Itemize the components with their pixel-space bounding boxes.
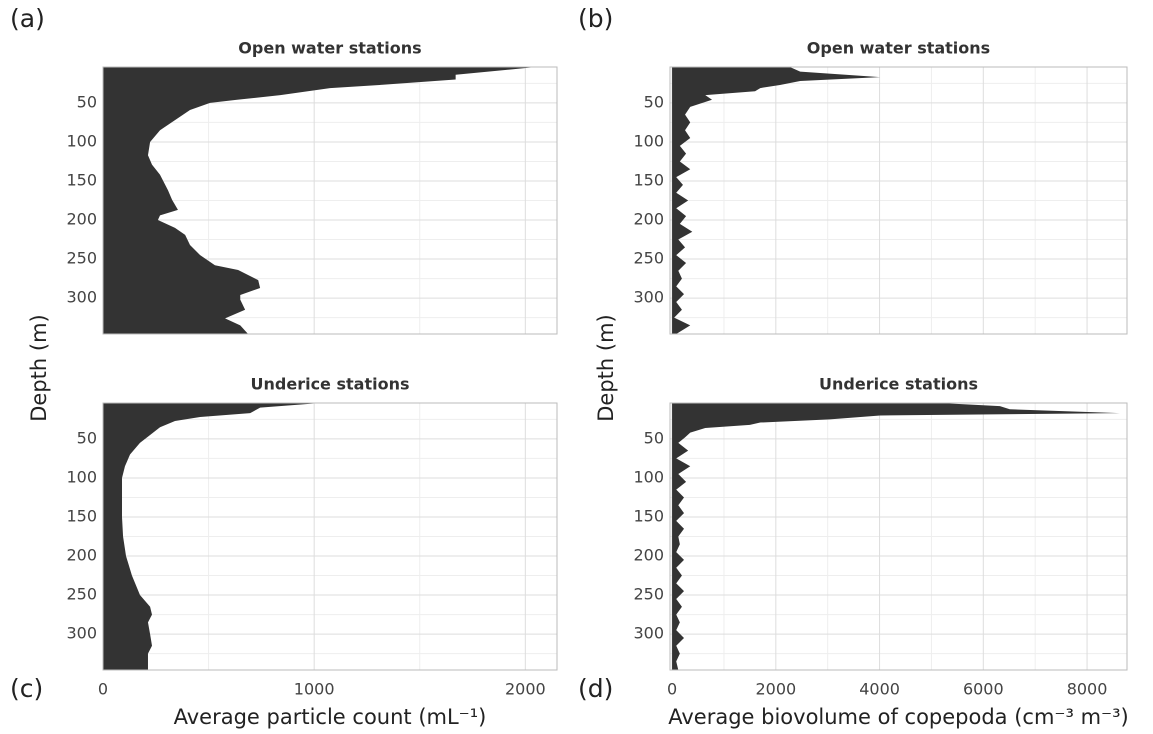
x-tick-label: 6000 [963, 680, 1004, 699]
y-tick-label: 100 [66, 467, 97, 486]
y-tick-label: 100 [66, 131, 97, 150]
y-axis-label: Depth (m) [594, 314, 618, 421]
y-tick-label: 150 [633, 506, 664, 525]
panel-label: (b) [578, 4, 613, 33]
y-tick-label: 200 [633, 546, 664, 565]
x-tick-label: 0 [667, 680, 677, 699]
y-tick-label: 50 [77, 428, 97, 447]
y-tick-label: 250 [66, 249, 97, 268]
panel-title: Underice stations [251, 375, 410, 394]
x-tick-label: 2000 [505, 680, 546, 699]
y-axis-label: Depth (m) [27, 314, 51, 421]
x-tick-label: 1000 [294, 680, 335, 699]
y-tick-label: 50 [644, 428, 664, 447]
panel-border [102, 402, 558, 671]
x-axis-label: Average particle count (mL⁻¹) [174, 705, 487, 729]
y-tick-label: 300 [633, 624, 664, 643]
y-tick-label: 200 [66, 210, 97, 229]
y-tick-label: 150 [66, 506, 97, 525]
y-tick-label: 250 [633, 585, 664, 604]
y-tick-label: 300 [633, 288, 664, 307]
y-tick-label: 300 [66, 288, 97, 307]
x-tick-label: 0 [98, 680, 108, 699]
y-tick-label: 200 [66, 546, 97, 565]
y-tick-label: 250 [633, 249, 664, 268]
y-tick-label: 50 [77, 92, 97, 111]
x-tick-label: 4000 [859, 680, 900, 699]
x-tick-label: 8000 [1067, 680, 1108, 699]
y-tick-label: 50 [644, 92, 664, 111]
panel-label: (c) [10, 674, 43, 703]
area [672, 67, 881, 334]
area [103, 67, 536, 334]
y-tick-label: 100 [633, 131, 664, 150]
y-tick-label: 200 [633, 210, 664, 229]
x-tick-label: 2000 [755, 680, 796, 699]
panel-border [102, 66, 558, 335]
y-tick-label: 150 [66, 170, 97, 189]
y-tick-label: 150 [633, 170, 664, 189]
y-tick-label: 100 [633, 467, 664, 486]
panel-title: Open water stations [807, 39, 990, 58]
panel-title: Underice stations [819, 375, 978, 394]
y-tick-label: 250 [66, 585, 97, 604]
panel-border [669, 402, 1128, 671]
y-tick-label: 300 [66, 624, 97, 643]
area [103, 403, 321, 670]
panel-label: (a) [10, 4, 45, 33]
panel-border [669, 66, 1128, 335]
x-axis-label: Average biovolume of copepoda (cm⁻³ m⁻³) [668, 705, 1129, 729]
panel-label: (d) [578, 674, 613, 703]
panel-title: Open water stations [238, 39, 421, 58]
